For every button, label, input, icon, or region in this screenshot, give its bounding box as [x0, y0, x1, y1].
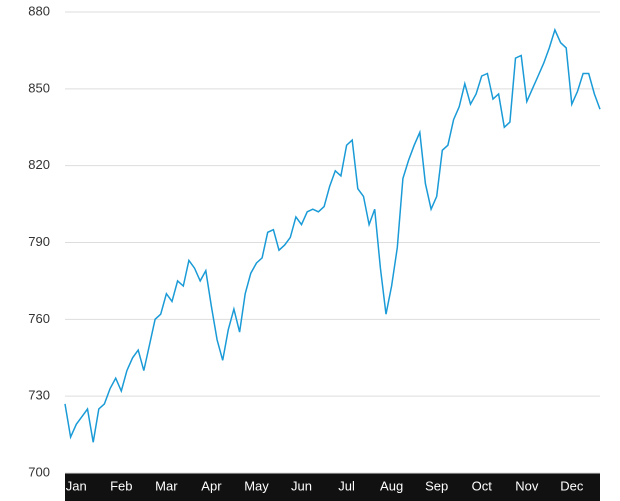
x-tick-label: May [244, 478, 269, 493]
x-tick-label: Jul [338, 478, 355, 493]
y-tick-label: 820 [28, 157, 50, 172]
y-tick-label: 880 [28, 3, 50, 18]
x-tick-label: Nov [515, 478, 539, 493]
x-tick-label: Dec [560, 478, 584, 493]
x-tick-label: Jan [66, 478, 87, 493]
x-tick-label: Oct [472, 478, 493, 493]
y-tick-label: 790 [28, 234, 50, 249]
x-tick-label: Sep [425, 478, 448, 493]
x-tick-label: Mar [155, 478, 178, 493]
y-tick-label: 760 [28, 311, 50, 326]
x-tick-label: Apr [201, 478, 222, 493]
x-tick-label: Jun [291, 478, 312, 493]
y-tick-label: 850 [28, 80, 50, 95]
data-line [64, 27, 601, 443]
x-axis-band [65, 473, 600, 501]
x-tick-label: Aug [380, 478, 403, 493]
y-tick-label: 730 [28, 388, 50, 403]
x-tick-label: Feb [110, 478, 132, 493]
y-tick-label: 700 [28, 464, 50, 479]
